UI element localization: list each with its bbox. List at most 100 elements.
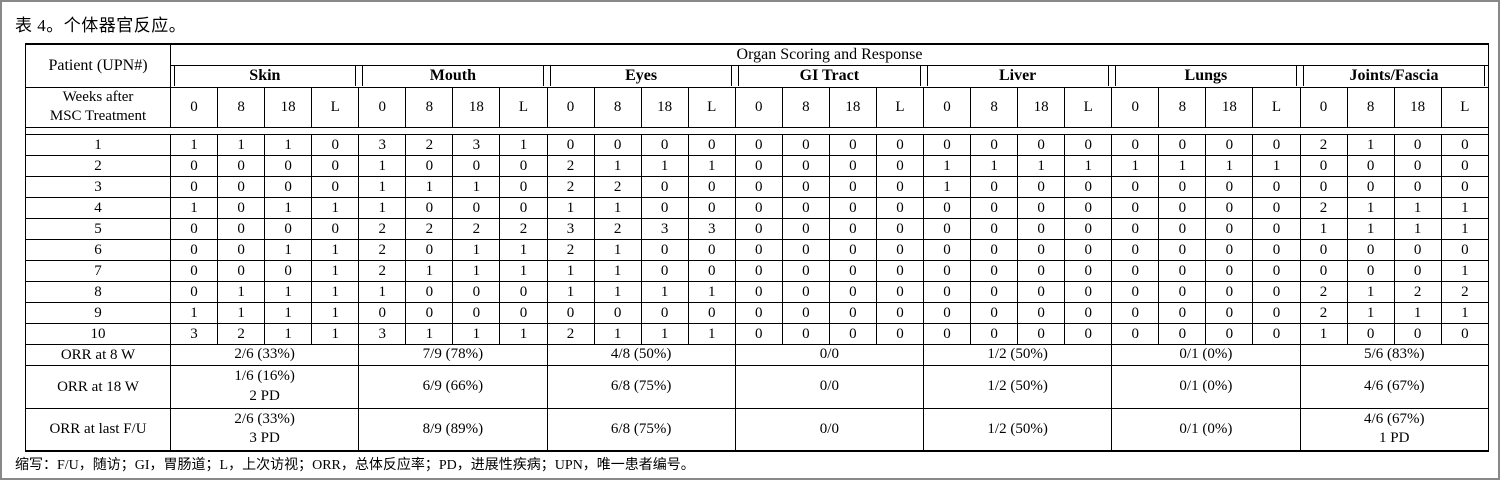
score-cell: 0: [1064, 238, 1113, 261]
organ-header-label: Joints/Fascia: [1303, 66, 1485, 86]
score-cell: 0: [169, 280, 219, 303]
score-cell: 0: [217, 217, 266, 240]
score-cell: 0: [217, 259, 266, 282]
score-cell: 0: [311, 133, 360, 156]
score-cell: 0: [828, 322, 877, 345]
summary-label: ORR at 18 W: [25, 364, 171, 409]
score-cell: 0: [828, 280, 877, 303]
score-cell: 2: [405, 217, 454, 240]
score-cell: 0: [640, 238, 689, 261]
orr-value-cell: 1/2 (50%): [922, 343, 1113, 366]
score-cell: 0: [875, 280, 925, 303]
score-cell: 2: [546, 175, 595, 198]
week-col-header: L: [1440, 86, 1490, 128]
score-cell: 0: [1158, 196, 1207, 219]
week-col-header: 0: [922, 86, 972, 128]
orr-value-cell: 0/0: [734, 343, 925, 366]
score-cell: 0: [1017, 175, 1066, 198]
score-cell: 0: [1064, 196, 1113, 219]
score-cell: 0: [1017, 322, 1066, 345]
score-cell: 0: [1111, 259, 1160, 282]
week-col-header: 18: [1205, 86, 1254, 128]
score-cell: 1: [358, 175, 407, 198]
score-cell: 3: [687, 217, 736, 240]
score-cell: 2: [1299, 196, 1348, 219]
score-cell: 0: [781, 322, 830, 345]
score-cell: 0: [1111, 280, 1160, 303]
score-cell: 0: [922, 259, 972, 282]
score-cell: 1: [358, 154, 407, 177]
score-cell: 0: [1252, 196, 1301, 219]
score-cell: 0: [1299, 154, 1348, 177]
score-cell: 1: [499, 322, 548, 345]
orr-value-cell: 6/8 (75%): [546, 364, 736, 409]
score-cell: 3: [358, 322, 407, 345]
week-col-header: 0: [358, 86, 407, 128]
score-cell: 0: [875, 217, 925, 240]
week-col-header: L: [875, 86, 925, 128]
organ-header-eyes: Eyes: [547, 64, 736, 88]
score-cell: 0: [970, 301, 1019, 324]
score-cell: 0: [169, 175, 219, 198]
score-cell: 0: [781, 280, 830, 303]
score-cell: 1: [311, 259, 360, 282]
score-cell: 0: [922, 196, 972, 219]
score-cell: 0: [1017, 133, 1066, 156]
score-cell: 0: [1393, 322, 1442, 345]
score-cell: 1: [1111, 154, 1160, 177]
score-cell: 1: [1158, 154, 1207, 177]
score-cell: 0: [1017, 217, 1066, 240]
week-col-header: L: [687, 86, 736, 128]
week-col-header: 0: [546, 86, 595, 128]
score-cell: 0: [734, 217, 783, 240]
week-col-header: L: [1064, 86, 1113, 128]
score-cell: 1: [640, 280, 689, 303]
score-cell: 0: [1205, 238, 1254, 261]
patient-id: 6: [25, 238, 171, 261]
score-cell: 0: [405, 154, 454, 177]
score-cell: 0: [781, 154, 830, 177]
score-cell: 0: [1017, 196, 1066, 219]
score-cell: 1: [593, 259, 642, 282]
score-cell: 0: [499, 280, 548, 303]
score-cell: 1: [311, 322, 360, 345]
week-col-header: 0: [734, 86, 783, 128]
orr-value-cell: 1/6 (16%) 2 PD: [169, 364, 360, 409]
score-cell: 0: [1346, 238, 1395, 261]
score-cell: 0: [1158, 322, 1207, 345]
score-cell: 1: [1393, 217, 1442, 240]
orr-value-cell: 4/6 (67%): [1299, 364, 1489, 409]
score-cell: 1: [1440, 196, 1490, 219]
patient-id: 2: [25, 154, 171, 177]
score-cell: 0: [264, 175, 313, 198]
score-cell: 0: [1205, 217, 1254, 240]
score-cell: 1: [499, 238, 548, 261]
score-cell: 0: [1017, 301, 1066, 324]
score-cell: 0: [687, 301, 736, 324]
score-cell: 2: [546, 238, 595, 261]
score-cell: 0: [687, 238, 736, 261]
score-cell: 1: [311, 196, 360, 219]
score-cell: 2: [405, 133, 454, 156]
score-cell: 2: [1299, 133, 1348, 156]
score-cell: 0: [1346, 175, 1395, 198]
score-cell: 1: [593, 322, 642, 345]
score-cell: 0: [875, 196, 925, 219]
week-col-header: 8: [781, 86, 830, 128]
score-cell: 0: [1158, 238, 1207, 261]
score-cell: 0: [781, 133, 830, 156]
score-cell: 0: [1064, 175, 1113, 198]
score-cell: 1: [1346, 217, 1395, 240]
organ-response-table: Patient (UPN#) Organ Scoring and Response…: [25, 43, 1490, 452]
score-cell: 2: [1299, 301, 1348, 324]
summary-label: ORR at 8 W: [25, 343, 171, 366]
score-cell: 0: [875, 322, 925, 345]
score-cell: 0: [1111, 175, 1160, 198]
patient-id: 4: [25, 196, 171, 219]
